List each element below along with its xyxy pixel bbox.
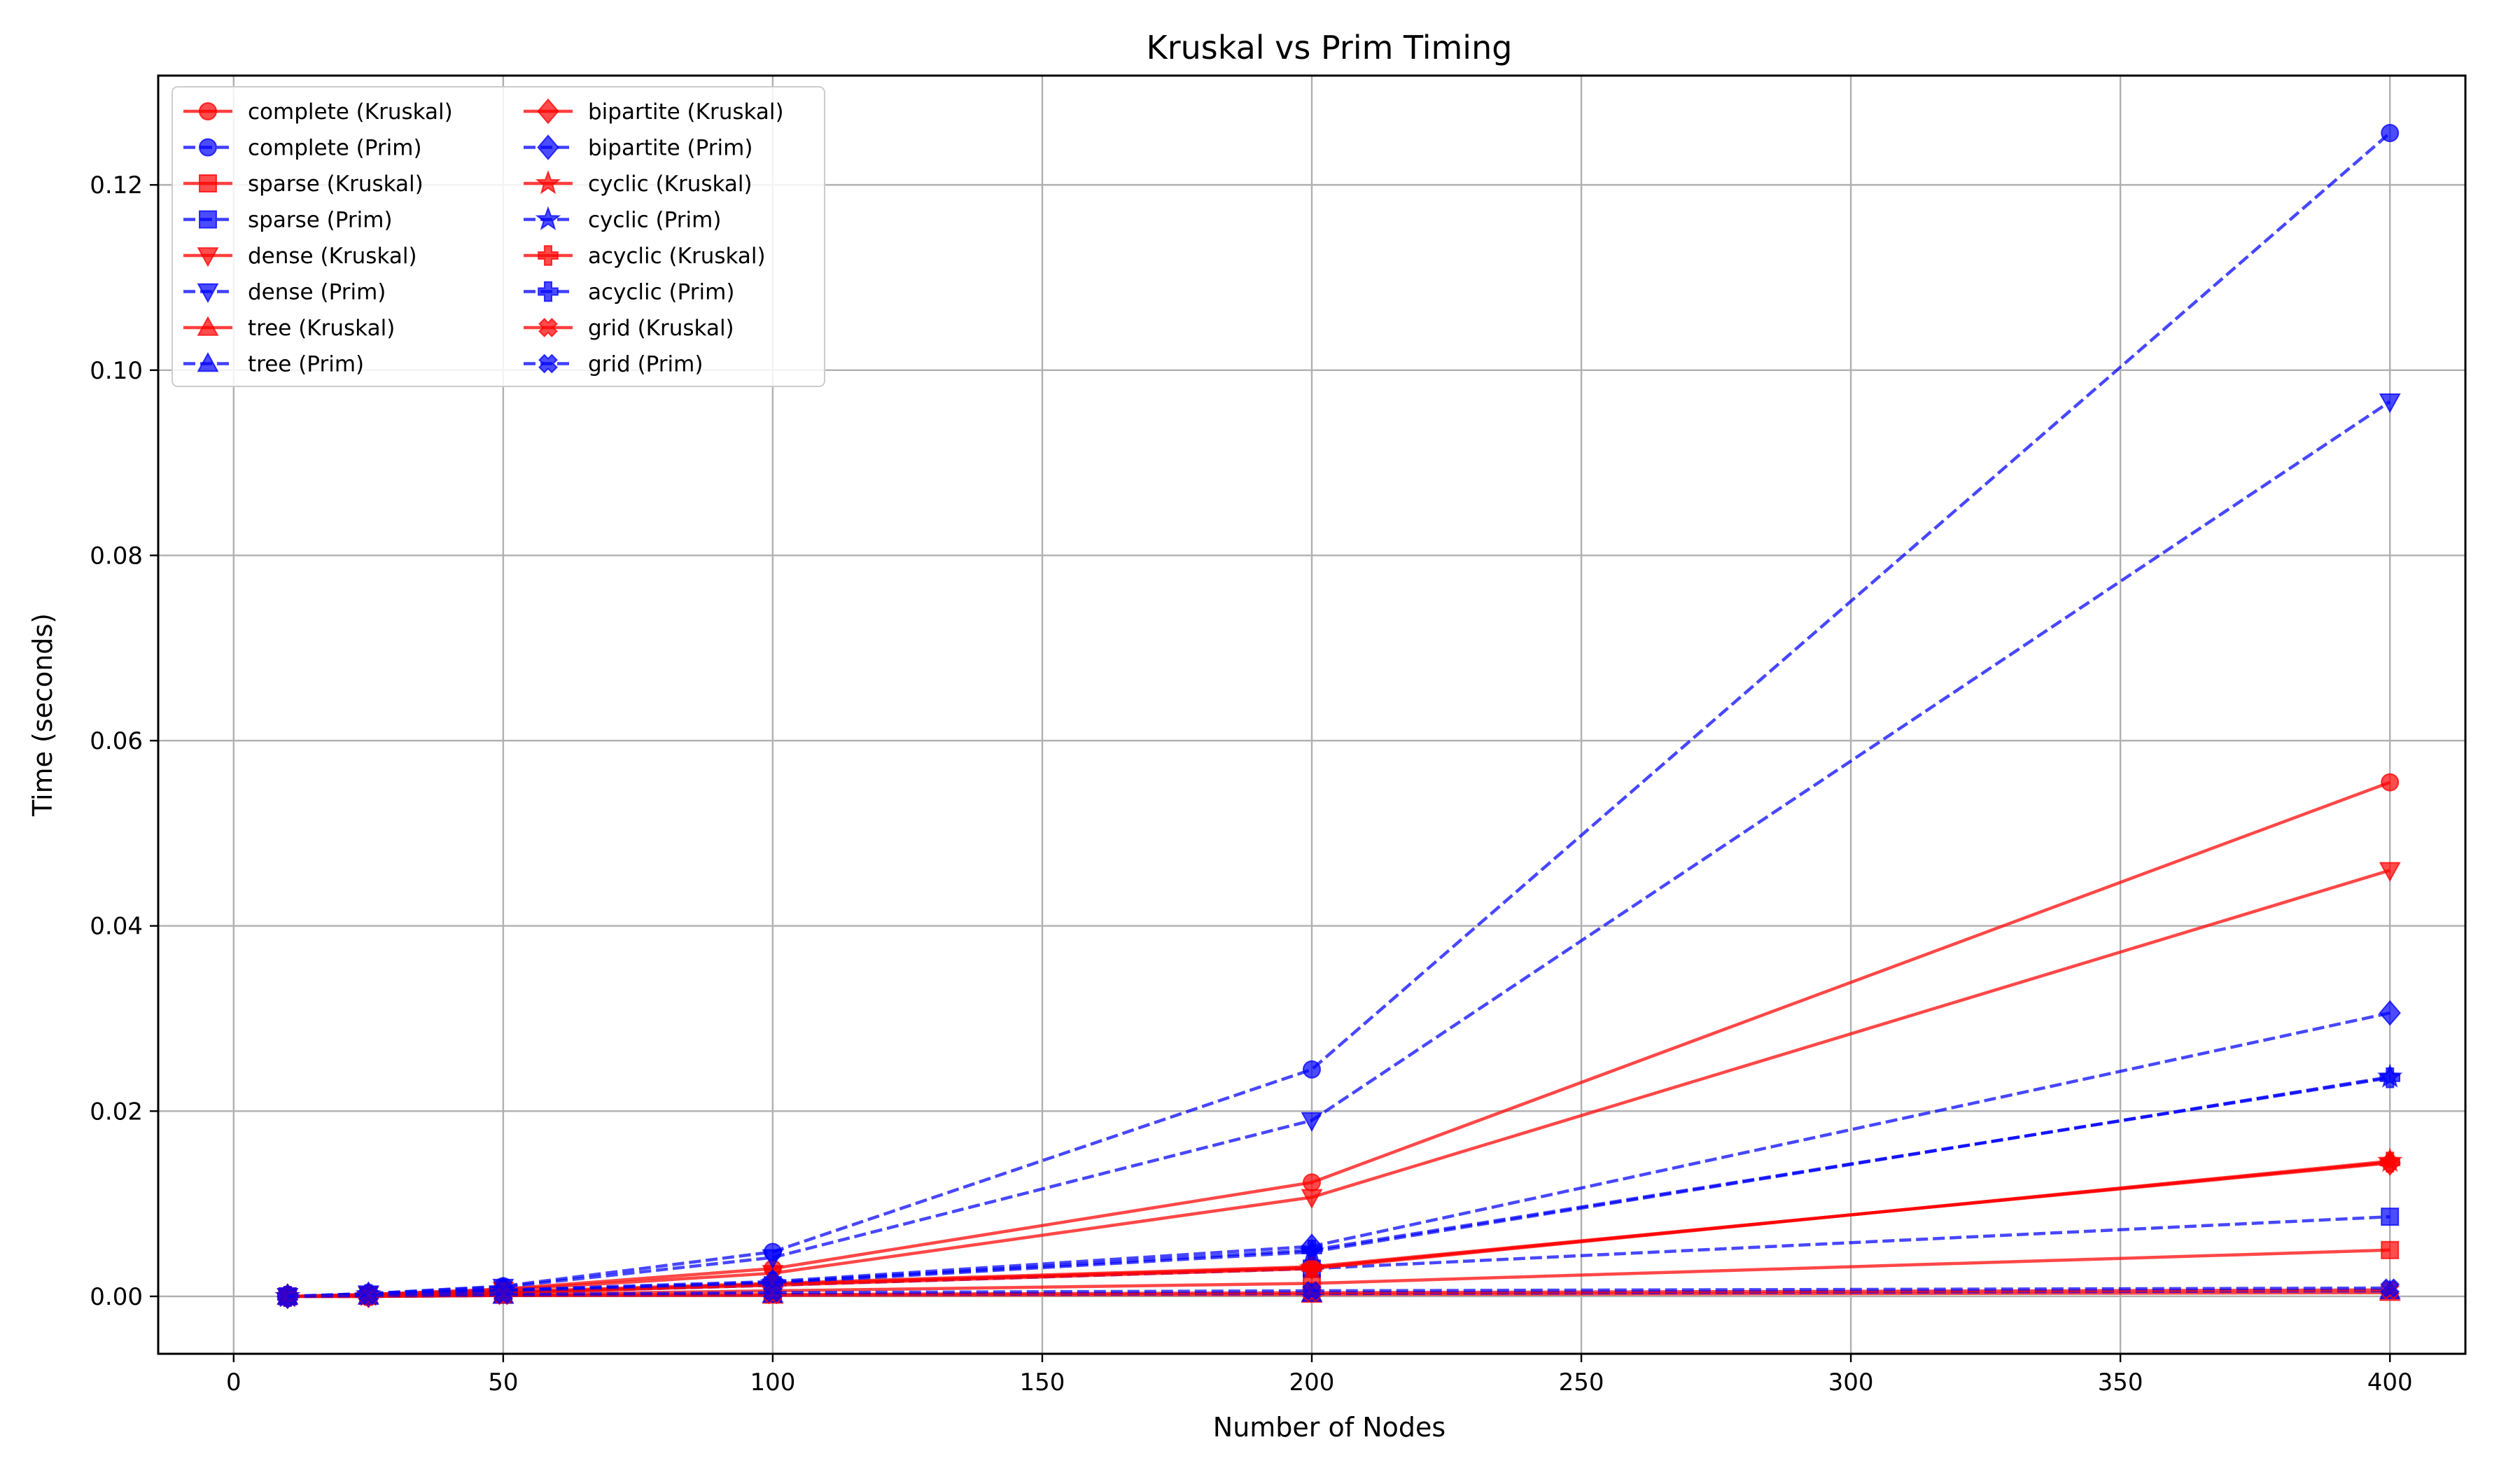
y-tick-label: 0.08 xyxy=(90,542,143,570)
legend-marker xyxy=(199,102,217,120)
legend-label: tree (Prim) xyxy=(248,352,364,377)
legend-entry: grid (Prim) xyxy=(524,352,703,377)
y-tick-label: 0.10 xyxy=(90,357,143,385)
legend-marker xyxy=(537,98,559,125)
legend-label: complete (Kruskal) xyxy=(248,99,453,125)
legend-entry: cyclic (Prim) xyxy=(524,206,721,233)
legend-entry: dense (Kruskal) xyxy=(183,244,417,269)
data-point-acyclic-kruskal xyxy=(2379,1152,2400,1172)
legend-label: acyclic (Prim) xyxy=(588,280,734,305)
legend-marker xyxy=(538,354,558,374)
data-point-dense-prim xyxy=(762,1249,784,1269)
legend-marker xyxy=(197,352,219,372)
data-point-grid-prim xyxy=(2380,1278,2400,1298)
data-point-grid-prim xyxy=(762,1282,783,1303)
data-point-grid-prim xyxy=(277,1287,298,1306)
legend-label: complete (Prim) xyxy=(248,136,422,161)
data-point-complete-kruskal xyxy=(1303,1173,1321,1192)
legend-marker xyxy=(199,138,217,157)
x-tick-label: 350 xyxy=(2098,1368,2143,1396)
y-tick-label: 0.12 xyxy=(90,172,143,200)
legend-marker xyxy=(197,283,219,303)
legend-marker xyxy=(197,247,219,267)
legend-label: dense (Kruskal) xyxy=(248,244,417,269)
data-point-acyclic-kruskal xyxy=(1301,1257,1322,1278)
data-point-complete-prim xyxy=(2381,124,2400,143)
legend-entry: tree (Prim) xyxy=(183,352,364,377)
y-axis-label: Time (seconds) xyxy=(27,613,58,817)
data-point-complete-prim xyxy=(1303,1060,1321,1079)
data-point-acyclic-prim xyxy=(2379,1067,2400,1088)
legend-label: dense (Prim) xyxy=(248,280,386,305)
data-point-acyclic-prim xyxy=(1301,1240,1322,1261)
x-tick-label: 150 xyxy=(1020,1368,1065,1396)
legend-frame xyxy=(172,86,825,387)
legend-marker xyxy=(535,169,561,195)
data-point-dense-kruskal xyxy=(2379,862,2401,882)
y-tick-label: 0.02 xyxy=(90,1098,143,1126)
legend-marker xyxy=(538,281,559,302)
legend-marker xyxy=(538,245,559,266)
x-tick-label: 250 xyxy=(1559,1368,1604,1396)
legend-entry: cyclic (Kruskal) xyxy=(524,169,752,197)
data-point-grid-prim xyxy=(358,1285,379,1306)
legend-label: cyclic (Prim) xyxy=(588,208,721,233)
legend-label: bipartite (Kruskal) xyxy=(588,99,784,125)
legend-entry: complete (Kruskal) xyxy=(183,99,453,125)
chart-title: Kruskal vs Prim Timing xyxy=(1147,29,1513,66)
legend-marker xyxy=(199,174,217,192)
legend: complete (Kruskal) complete (Prim) sparse … xyxy=(172,86,825,387)
data-point-grid-prim xyxy=(1302,1281,1322,1301)
data-point-sparse-kruskal xyxy=(2381,1240,2400,1259)
legend-entry: sparse (Kruskal) xyxy=(183,172,424,197)
legend-entry: dense (Prim) xyxy=(183,280,386,305)
legend-entry: acyclic (Kruskal) xyxy=(524,244,766,269)
plot-series xyxy=(274,124,2403,1310)
series-line-grid-prim xyxy=(287,1286,2390,1298)
legend-entry: complete (Prim) xyxy=(183,136,422,161)
data-point-dense-prim xyxy=(2379,393,2401,414)
x-tick-label: 50 xyxy=(488,1368,518,1396)
legend-label: grid (Kruskal) xyxy=(588,316,734,341)
series-grid-prim xyxy=(277,1278,2400,1306)
data-point-bipartite-prim xyxy=(2379,1000,2401,1026)
legend-label: cyclic (Kruskal) xyxy=(588,172,752,197)
x-tick-label: 300 xyxy=(1828,1368,1874,1396)
legend-marker xyxy=(199,210,217,229)
legend-entry: grid (Kruskal) xyxy=(524,316,734,341)
y-tick-label: 0.00 xyxy=(90,1283,143,1311)
data-point-complete-kruskal xyxy=(2381,773,2400,792)
x-tick-label: 400 xyxy=(2367,1368,2413,1396)
legend-label: sparse (Kruskal) xyxy=(248,172,424,197)
y-tick-label: 0.04 xyxy=(90,913,143,941)
legend-entry: tree (Kruskal) xyxy=(183,316,395,341)
legend-marker xyxy=(197,316,219,336)
legend-marker xyxy=(535,206,561,230)
legend-label: acyclic (Kruskal) xyxy=(588,244,766,269)
legend-marker xyxy=(537,134,559,160)
y-tick-label: 0.06 xyxy=(90,727,143,755)
x-axis-label: Number of Nodes xyxy=(1213,1412,1446,1443)
data-point-dense-kruskal xyxy=(1301,1189,1323,1209)
legend-label: sparse (Prim) xyxy=(248,208,393,233)
legend-label: bipartite (Prim) xyxy=(588,136,752,161)
legend-marker xyxy=(538,318,558,337)
legend-label: tree (Kruskal) xyxy=(248,316,395,341)
data-point-dense-prim xyxy=(1301,1112,1323,1133)
legend-entry: acyclic (Prim) xyxy=(524,280,734,305)
x-tick-label: 100 xyxy=(750,1368,795,1396)
data-point-sparse-prim xyxy=(2381,1208,2400,1226)
x-tick-label: 200 xyxy=(1289,1368,1335,1396)
legend-entry: bipartite (Kruskal) xyxy=(524,98,784,125)
legend-entry: bipartite (Prim) xyxy=(524,134,752,161)
axis-ticks: 0 50 100 150 200 250 300 350 400 0.00 0.02 0.04 0.06… xyxy=(90,172,2412,1396)
legend-label: grid (Prim) xyxy=(588,352,703,377)
legend-entry: sparse (Prim) xyxy=(183,208,393,233)
x-tick-label: 0 xyxy=(226,1368,241,1396)
data-point-grid-prim xyxy=(493,1284,513,1305)
